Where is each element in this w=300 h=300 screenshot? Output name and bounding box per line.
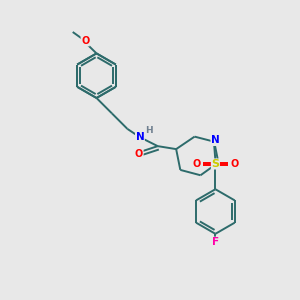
Text: N: N [211,136,220,146]
Text: O: O [192,159,200,169]
Text: O: O [81,36,89,46]
Text: O: O [135,149,143,159]
Text: F: F [212,237,219,247]
Text: S: S [212,159,219,169]
Text: O: O [230,159,238,169]
Text: H: H [145,126,153,135]
Text: N: N [136,132,144,142]
